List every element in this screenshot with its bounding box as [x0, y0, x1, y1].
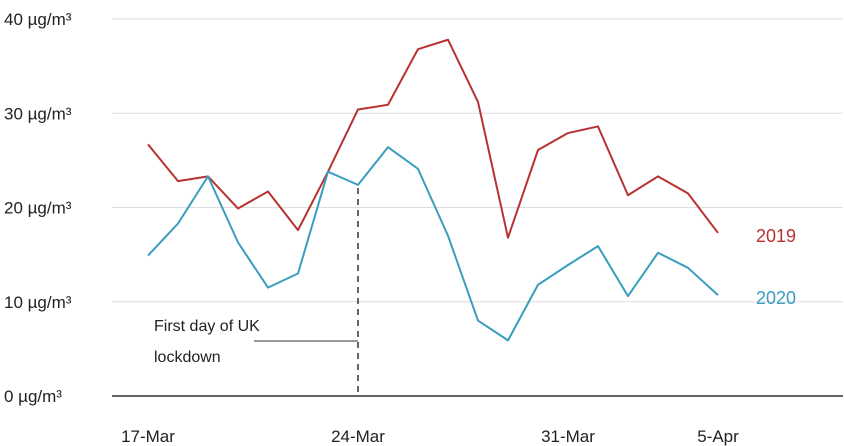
series-label-2020: 2020	[756, 288, 796, 308]
x-tick-label: 17-Mar	[121, 427, 175, 446]
lockdown-annotation-text-line1: First day of UK	[154, 318, 260, 335]
y-tick-label: 0 µg/m³	[4, 387, 62, 406]
lockdown-annotation-text-line2: lockdown	[154, 349, 221, 366]
y-tick-label: 10 µg/m³	[4, 293, 72, 312]
y-tick-label: 20 µg/m³	[4, 199, 72, 218]
x-tick-label: 24-Mar	[331, 427, 385, 446]
series-label-2019: 2019	[756, 226, 796, 246]
gridlines	[112, 18, 843, 303]
series-line-2020	[147, 146, 719, 342]
series-line-2019	[147, 38, 719, 239]
x-tick-label: 31-Mar	[541, 427, 595, 446]
x-axis-tick-labels: 17-Mar 24-Mar 31-Mar 5-Apr	[121, 427, 739, 446]
series-end-labels: 2019 2020	[756, 226, 796, 308]
series-lines	[147, 38, 719, 342]
y-tick-label: 40 µg/m³	[4, 10, 72, 29]
y-tick-label: 30 µg/m³	[4, 104, 72, 123]
lockdown-annotation: First day of UK lockdown	[154, 188, 359, 396]
x-tick-label: 5-Apr	[697, 427, 739, 446]
y-axis-tick-labels: 0 µg/m³ 10 µg/m³ 20 µg/m³ 30 µg/m³ 40 µg/m³	[4, 10, 72, 406]
